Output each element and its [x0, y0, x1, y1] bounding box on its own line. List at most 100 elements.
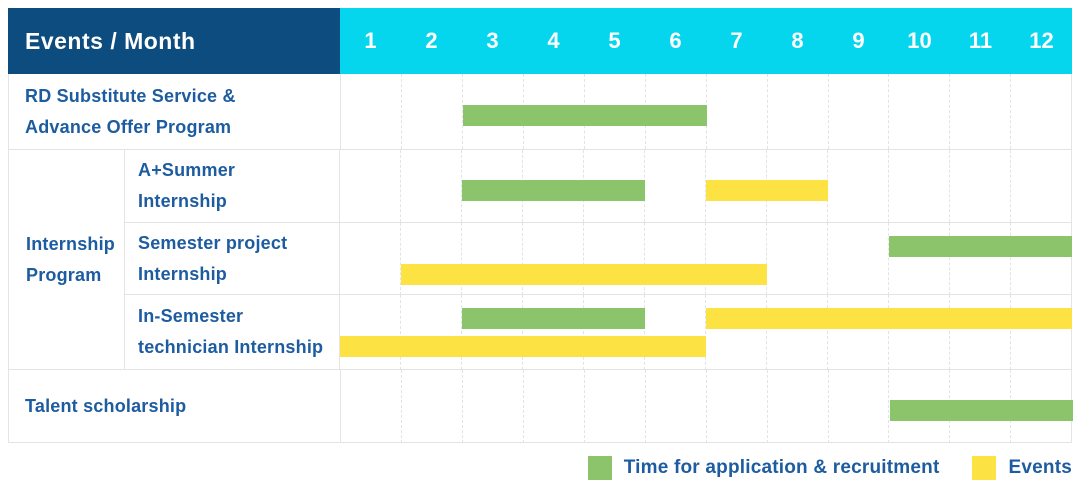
month-column-6 [644, 150, 705, 222]
month-column-7 [705, 74, 767, 149]
event-bar [401, 264, 767, 285]
month-header-11: 11 [968, 28, 993, 53]
label-line: A+Summer [138, 160, 236, 180]
month-column-3 [461, 150, 522, 222]
application-bar [462, 308, 645, 329]
group-rows: A+Summer Internship Semester project Intern… [124, 150, 1072, 370]
month-header-6: 6 [669, 28, 682, 53]
month-column-5 [583, 370, 645, 443]
month-column-9 [827, 74, 889, 149]
month-header-1: 1 [364, 28, 377, 53]
row-label: RD Substitute Service & Advance Offer Pro… [9, 74, 340, 149]
row-timeline [340, 74, 1071, 149]
month-column-7 [705, 223, 766, 295]
group-internship-program: Internship Program A+Summer Internship Semes… [9, 149, 1072, 370]
row-label: Talent scholarship [9, 370, 340, 442]
legend-item-event: Events [972, 456, 1072, 480]
table-row: RD Substitute Service & Advance Offer Pro… [9, 74, 1071, 149]
legend-swatch-event [972, 456, 997, 480]
month-header-3: 3 [486, 28, 499, 53]
month-column-1 [340, 150, 400, 222]
legend-swatch-application [587, 456, 612, 480]
month-header-9: 9 [852, 28, 865, 53]
month-column-9 [827, 223, 888, 295]
month-column-9 [827, 370, 889, 443]
month-column-7 [705, 150, 766, 222]
row-label: Semester project Internship [124, 223, 339, 294]
month-header-4: 4 [547, 28, 560, 53]
legend: Time for application & recruitment Events [587, 456, 1072, 480]
month-column-3 [461, 223, 522, 295]
month-column-5 [583, 295, 644, 370]
row-timeline [339, 223, 1072, 295]
month-column-2 [400, 150, 461, 222]
month-column-2 [401, 74, 462, 149]
application-bar [889, 236, 1072, 257]
month-column-2 [400, 295, 461, 370]
row-timeline [339, 150, 1071, 222]
label-line: technician Internship [138, 337, 324, 357]
months-header-row: 1 2 3 4 5 6 7 8 9 10 11 12 [340, 8, 1072, 74]
legend-item-application: Time for application & recruitment [587, 456, 940, 480]
month-column-1 [341, 74, 401, 149]
label-line: Semester project [138, 232, 288, 253]
table-header-row: Events / Month 1 2 3 4 5 6 7 8 9 10 11 12 [8, 8, 1072, 74]
month-column-2 [401, 370, 462, 443]
month-column-12 [1010, 295, 1071, 370]
month-column-8 [766, 223, 827, 295]
label-line: Internship [138, 263, 228, 284]
event-bar [706, 308, 1072, 329]
month-column-11 [949, 74, 1010, 149]
legend-label: Events [1008, 457, 1072, 478]
month-column-12 [1010, 223, 1071, 295]
label-line: Advance Offer Program [25, 116, 232, 137]
month-header-12: 12 [1029, 28, 1054, 53]
month-column-10 [888, 74, 949, 149]
month-column-8 [766, 370, 828, 443]
row-timeline [339, 295, 1072, 370]
month-column-11 [949, 150, 1010, 222]
row-timeline [340, 370, 1074, 443]
month-column-4 [522, 295, 583, 370]
application-bar [462, 180, 645, 201]
label-line: RD Substitute Service & [25, 85, 236, 106]
label-line: Talent scholarship [25, 395, 187, 416]
month-column-4 [522, 223, 583, 295]
month-column-7 [705, 370, 767, 443]
month-column-10 [888, 223, 949, 295]
month-column-4 [523, 370, 584, 443]
month-header-7: 7 [730, 28, 743, 53]
month-column-9 [827, 295, 888, 370]
month-column-11 [949, 295, 1010, 370]
month-header-8: 8 [791, 28, 804, 53]
month-column-8 [766, 74, 828, 149]
month-column-8 [766, 295, 827, 370]
month-column-6 [644, 370, 706, 443]
group-label: Internship Program [9, 150, 124, 369]
legend-label: Time for application & recruitment [623, 457, 940, 478]
month-header-10: 10 [907, 28, 932, 53]
month-column-5 [583, 223, 644, 295]
month-column-12 [1010, 74, 1071, 149]
month-column-11 [949, 223, 1010, 295]
row-label: A+Summer Internship [124, 150, 339, 222]
month-column-12 [1010, 150, 1071, 222]
month-column-1 [340, 295, 400, 370]
event-bar [340, 336, 706, 357]
month-column-2 [400, 223, 461, 295]
month-column-7 [705, 295, 766, 370]
application-bar [463, 105, 708, 126]
month-header-2: 2 [425, 28, 438, 53]
month-column-3 [462, 370, 523, 443]
events-month-header: Events / Month [8, 8, 340, 74]
month-header-5: 5 [608, 28, 621, 53]
month-column-6 [644, 223, 705, 295]
row-label: In-Semester technician Internship [124, 295, 339, 369]
table-row: Semester project Internship [124, 222, 1072, 295]
table-body: RD Substitute Service & Advance Offer Pro… [8, 74, 1074, 443]
label-line: Internship [138, 191, 228, 211]
label-line: In-Semester [138, 306, 244, 326]
month-column-3 [462, 74, 523, 149]
month-column-10 [888, 150, 949, 222]
